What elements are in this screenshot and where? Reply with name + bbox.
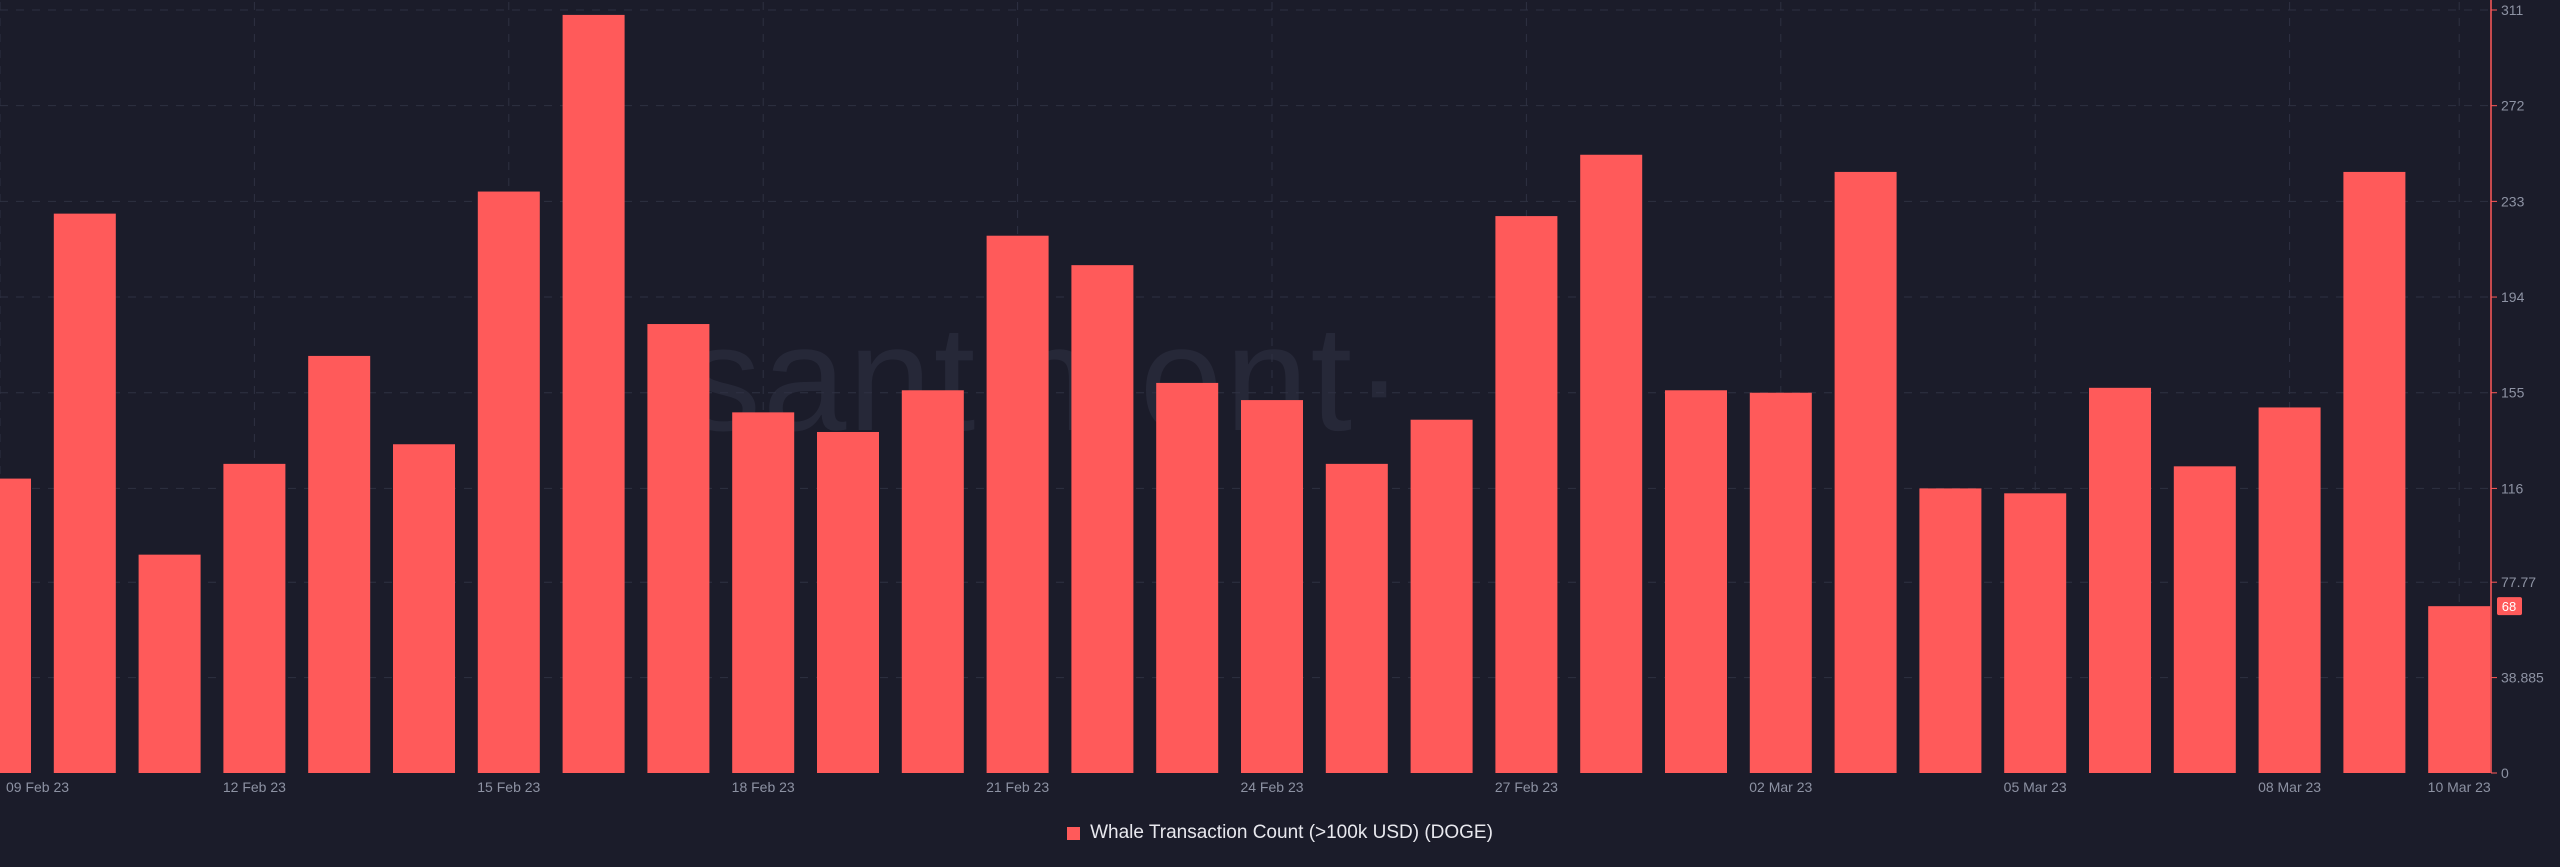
bar — [986, 235, 1049, 773]
bar — [0, 478, 31, 773]
y-tick-label: 272 — [2501, 98, 2525, 114]
y-tick-label: 194 — [2501, 289, 2525, 305]
bar — [393, 444, 455, 773]
bar — [2428, 606, 2491, 773]
bar — [1834, 171, 1897, 773]
legend-swatch — [1067, 826, 1081, 840]
bar — [562, 14, 625, 774]
bar — [1919, 488, 1982, 773]
x-tick-label: 27 Feb 23 — [1495, 779, 1558, 795]
x-tick-label: 15 Feb 23 — [477, 779, 540, 795]
legend[interactable]: Whale Transaction Count (>100k USD) (DOG… — [0, 822, 2560, 844]
bar — [901, 390, 964, 773]
y-tick-label: 155 — [2501, 385, 2525, 401]
x-tick-label: 08 Mar 23 — [2258, 779, 2321, 795]
bar — [2089, 387, 2151, 773]
bar — [1749, 392, 1812, 773]
x-tick-label: 21 Feb 23 — [986, 779, 1049, 795]
bars-layer — [0, 14, 2491, 774]
bar — [1495, 216, 1558, 773]
y-tick-label: 116 — [2501, 480, 2524, 496]
bar — [1580, 154, 1643, 773]
y-tick-label: 233 — [2501, 193, 2525, 209]
bar — [1071, 265, 1134, 773]
legend-label: Whale Transaction Count (>100k USD) (DOG… — [1090, 822, 1493, 843]
bar — [2343, 171, 2406, 773]
x-tick-label: 02 Mar 23 — [1749, 779, 1812, 795]
bar — [2004, 493, 2067, 773]
x-tick-label: 09 Feb 23 — [6, 779, 69, 795]
bar — [2258, 407, 2321, 773]
bar — [477, 191, 540, 774]
x-tick-label: 12 Feb 23 — [223, 779, 286, 795]
x-tick-label: 18 Feb 23 — [732, 779, 795, 795]
bar — [1156, 382, 1219, 773]
bar — [1410, 419, 1473, 773]
bar — [308, 355, 371, 773]
y-tick-label: 311 — [2501, 2, 2524, 18]
y-tick-label: 38.885 — [2501, 670, 2544, 686]
bar — [817, 431, 879, 773]
y-tick-label: 77.77 — [2501, 574, 2536, 590]
bar — [53, 213, 116, 773]
last-value-label: 68 — [2502, 599, 2516, 614]
bar — [732, 412, 795, 773]
bar — [223, 463, 286, 773]
x-tick-label: 05 Mar 23 — [2004, 779, 2067, 795]
bar — [138, 554, 201, 773]
bar — [1241, 400, 1303, 773]
y-tick-label: 0 — [2501, 765, 2509, 781]
axis-layer: 0 38.885 77.77 116 155 194 233 272 311 68 09 Feb 2… — [6, 0, 2544, 795]
x-tick-label: 10 Mar 23 — [2428, 779, 2491, 795]
bar — [647, 324, 710, 773]
x-tick-label: 24 Feb 23 — [1240, 779, 1303, 795]
bar — [1665, 390, 1727, 773]
bar — [1325, 463, 1388, 773]
bar — [2173, 466, 2236, 773]
last-value-badge — [2497, 597, 2522, 616]
